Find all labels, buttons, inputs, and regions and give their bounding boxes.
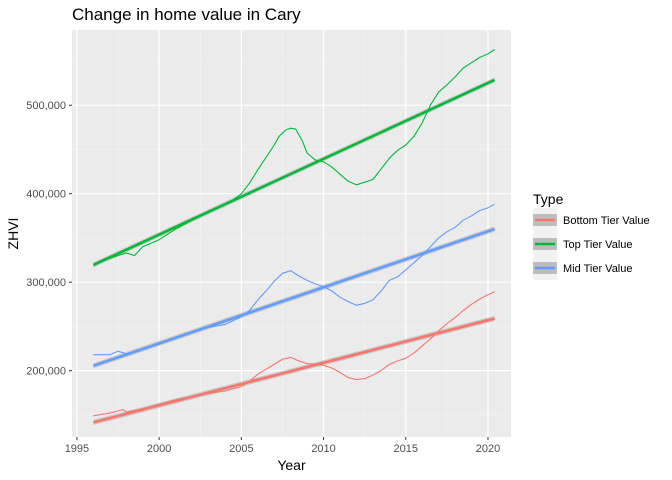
y-axis-ticks: 200,000 300,000 400,000 500,000: [26, 100, 72, 378]
x-axis-title: Year: [277, 457, 306, 473]
y-axis-title: ZHVI: [5, 218, 21, 250]
legend: Type Bottom Tier Value Top Tier Value Mid …: [533, 191, 650, 280]
trend-lines: [92, 78, 496, 424]
trend-line: [92, 227, 495, 368]
x-tick-label: 2010: [311, 443, 335, 455]
x-tick-label: 2000: [147, 443, 171, 455]
legend-label: Bottom Tier Value: [563, 215, 650, 227]
y-tick-label: 300,000: [26, 277, 66, 289]
plot-panel: [72, 30, 511, 437]
y-tick-label: 200,000: [26, 366, 66, 378]
x-tick-label: 1995: [65, 443, 89, 455]
x-tick-label: 2015: [394, 443, 418, 455]
x-axis-ticks: 1995 2000 2005 2010 2015 2020: [65, 437, 500, 455]
x-tick-label: 2005: [229, 443, 253, 455]
y-tick-label: 500,000: [26, 100, 66, 112]
legend-label: Top Tier Value: [563, 239, 633, 251]
series-line: [93, 49, 495, 266]
trend-line: [92, 78, 496, 267]
trend-line: [93, 317, 495, 424]
y-tick-label: 400,000: [26, 189, 66, 201]
legend-title: Type: [533, 191, 564, 207]
legend-label: Mid Tier Value: [563, 263, 633, 275]
minor-gridlines: [72, 30, 511, 437]
x-tick-label: 2020: [476, 443, 500, 455]
chart-title: Change in home value in Cary: [72, 5, 301, 24]
